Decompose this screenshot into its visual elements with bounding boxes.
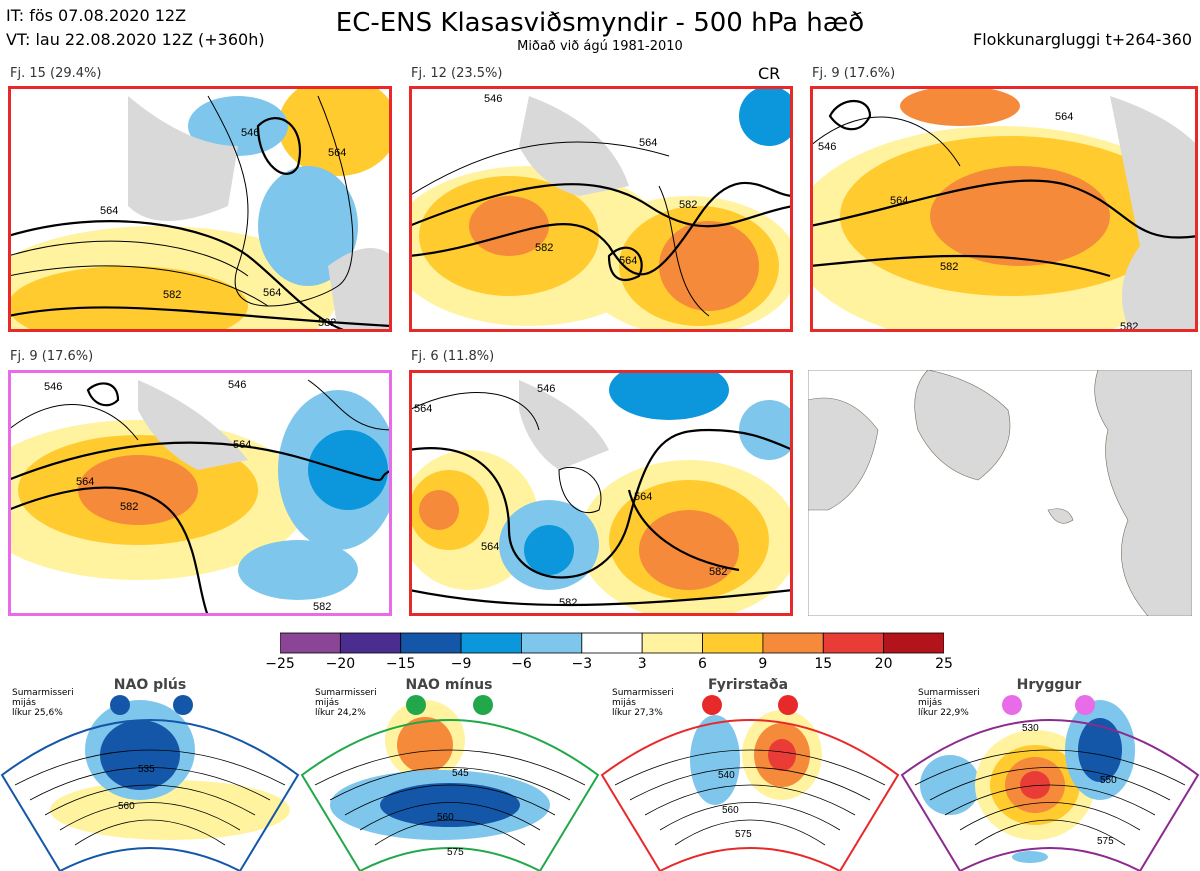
contour-label: 564 bbox=[634, 491, 652, 503]
colorbar-cell bbox=[460, 632, 522, 654]
contour-label: 560 bbox=[118, 801, 135, 812]
contour-label: 564 bbox=[890, 195, 908, 207]
cluster-map-5: 546 564 564 564 582 582 bbox=[409, 370, 793, 616]
contour-label: 575 bbox=[735, 829, 752, 840]
regime-title: NAO plús bbox=[113, 677, 187, 693]
cluster-map-3: 546 564 564 582 582 bbox=[810, 86, 1198, 332]
reference-map bbox=[808, 370, 1192, 616]
contour-label: 535 bbox=[138, 764, 155, 775]
contour-label: 582 bbox=[679, 199, 697, 211]
contour-label: 582 bbox=[1120, 321, 1138, 332]
regime-title: Hryggur bbox=[1016, 677, 1082, 693]
cluster-frame-3 bbox=[810, 86, 1198, 332]
contour-label: 582 bbox=[535, 242, 553, 254]
colorbar-tick-label: −3 bbox=[571, 656, 593, 672]
colorbar-cell bbox=[280, 632, 341, 654]
initial-time: IT: fös 07.08.2020 12Z bbox=[6, 6, 187, 25]
regime-note: Sumarmisseri mijás líkur 27,3% bbox=[612, 688, 674, 718]
cluster-frame-5 bbox=[409, 370, 793, 616]
regime-title: Fyrirstaða bbox=[707, 677, 789, 693]
control-run-tag: CR bbox=[758, 64, 781, 83]
contour-label: 564 bbox=[233, 439, 251, 451]
contour-label: 550 bbox=[1100, 775, 1117, 786]
regime-note: Sumarmisseri mijás líkur 22,9% bbox=[918, 688, 980, 718]
classification-window: Flokkunargluggi t+264-360 bbox=[973, 30, 1192, 49]
colorbar-cell bbox=[822, 632, 885, 654]
contour-label: 546 bbox=[241, 127, 259, 139]
colorbar-cell bbox=[641, 632, 703, 654]
colorbar-tick-label: −15 bbox=[385, 656, 416, 672]
contour-label: 564 bbox=[1055, 111, 1073, 123]
regime-map-nao-minus bbox=[300, 695, 600, 871]
cluster-label: Fj. 6 (11.8%) bbox=[411, 349, 495, 364]
cluster-label: Fj. 9 (17.6%) bbox=[812, 66, 896, 81]
colorbar-tick-label: 20 bbox=[874, 656, 893, 672]
colorbar-cell bbox=[762, 632, 824, 654]
contour-label: 564 bbox=[481, 541, 499, 553]
contour-label: 564 bbox=[263, 287, 281, 299]
contour-label: 564 bbox=[619, 255, 637, 267]
colorbar-tick-label: 6 bbox=[698, 656, 707, 672]
contour-label: 564 bbox=[100, 205, 118, 217]
colorbar bbox=[280, 632, 944, 654]
cluster-map-1: 546 564 564 564 582 582 bbox=[8, 86, 392, 332]
contour-label: 540 bbox=[718, 770, 735, 781]
contour-label: 546 bbox=[484, 93, 502, 105]
cluster-map-4: 546 546 564 564 582 582 bbox=[8, 370, 392, 616]
contour-label: 575 bbox=[447, 847, 464, 858]
contour-label: 582 bbox=[313, 601, 331, 613]
colorbar-cell bbox=[339, 632, 402, 654]
contour-label: 582 bbox=[163, 289, 181, 301]
contour-label: 545 bbox=[452, 768, 469, 779]
contour-label: 546 bbox=[228, 379, 246, 391]
colorbar-tick-label: −20 bbox=[325, 656, 356, 672]
contour-label: 582 bbox=[559, 597, 577, 609]
colorbar-cell bbox=[521, 632, 583, 654]
contour-label: 564 bbox=[328, 147, 346, 159]
contour-label: 575 bbox=[1097, 836, 1114, 847]
contour-label: 530 bbox=[1022, 723, 1039, 734]
contour-label: 564 bbox=[639, 137, 657, 149]
contour-label: 564 bbox=[76, 476, 94, 488]
regime-note: Sumarmisseri mijás líkur 25,6% bbox=[12, 688, 74, 718]
valid-time: VT: lau 22.08.2020 12Z (+360h) bbox=[6, 30, 265, 49]
page-title: EC-ENS Klasasviðsmyndir - 500 hPa hæð bbox=[335, 8, 865, 38]
page-subtitle: Miðað við ágú 1981-2010 bbox=[517, 39, 683, 54]
contour-label: 564 bbox=[414, 403, 432, 415]
cluster-frame-1 bbox=[8, 86, 392, 332]
colorbar-cell bbox=[581, 632, 643, 654]
colorbar-cell bbox=[883, 632, 944, 654]
colorbar-tick-label: 9 bbox=[758, 656, 768, 672]
contour-label: 582 bbox=[318, 317, 336, 329]
cluster-label: Fj. 9 (17.6%) bbox=[10, 349, 94, 364]
regime-note: Sumarmisseri mijás líkur 24,2% bbox=[315, 688, 377, 718]
colorbar-tick-label: 3 bbox=[637, 656, 647, 672]
colorbar-tick-label: −9 bbox=[450, 656, 472, 672]
cluster-map-2: 546 564 564 582 582 bbox=[409, 86, 793, 332]
cluster-frame-4 bbox=[8, 370, 392, 616]
contour-label: 582 bbox=[940, 261, 958, 273]
colorbar-cell bbox=[400, 632, 462, 654]
cluster-frame-2 bbox=[409, 86, 793, 332]
regime-title: NAO mínus bbox=[405, 677, 493, 693]
contour-label: 560 bbox=[722, 805, 739, 816]
contour-label: 546 bbox=[44, 381, 62, 393]
colorbar-tick-label: −25 bbox=[265, 656, 295, 672]
colorbar-tick-label: −6 bbox=[511, 656, 532, 672]
contour-label: 582 bbox=[120, 501, 138, 513]
contour-label: 560 bbox=[437, 812, 454, 823]
colorbar-tick-label: 15 bbox=[814, 656, 833, 672]
colorbar-tick-label: 25 bbox=[935, 656, 953, 672]
regime-map-nao-plus bbox=[0, 695, 300, 871]
regime-map-blocking bbox=[600, 695, 900, 871]
regime-maps bbox=[0, 695, 1200, 871]
cluster-label: Fj. 12 (23.5%) bbox=[411, 66, 503, 81]
regime-map-ridge bbox=[900, 695, 1200, 871]
cluster-label: Fj. 15 (29.4%) bbox=[10, 66, 102, 81]
colorbar-cell bbox=[702, 632, 764, 654]
contour-label: 582 bbox=[709, 566, 727, 578]
contour-label: 546 bbox=[537, 383, 555, 395]
contour-label: 546 bbox=[818, 141, 836, 153]
